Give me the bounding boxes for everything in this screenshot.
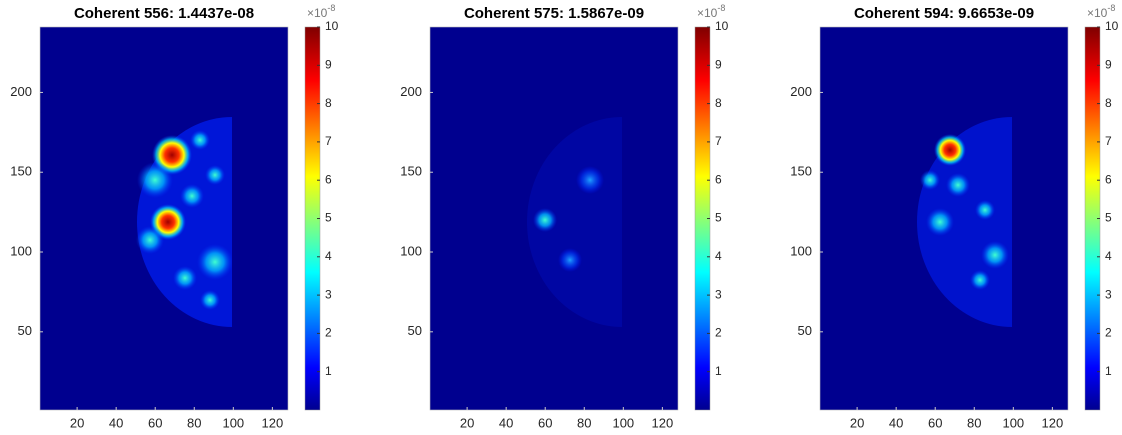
heatmap-blob (920, 170, 940, 190)
x-tick-label: 40 (889, 415, 903, 430)
panel: Coherent 575: 1.5867e-09 20 40 60 80 100 120 50… (400, 3, 728, 430)
colorbar-tick-label: 1 (1105, 364, 1112, 378)
colorbar-tick-label: 3 (715, 287, 722, 301)
colorbar-tick-label: 9 (1105, 57, 1112, 71)
colorbar-tick-label: 7 (715, 134, 722, 148)
colorbar-tick-label: 2 (325, 326, 332, 340)
colorbar-tick-label: 4 (1105, 249, 1112, 263)
x-tick-label: 80 (967, 415, 981, 430)
colorbar-exponent: -8 (327, 3, 335, 13)
x-tick-label: 100 (612, 415, 634, 430)
x-tick-label: 120 (652, 415, 674, 430)
heatmap-blob (576, 166, 604, 194)
colorbar-tick-label: 9 (325, 57, 332, 71)
colorbar-tick-label: 1 (325, 364, 332, 378)
x-tick-label: 120 (262, 415, 284, 430)
x-tick-label: 20 (70, 415, 84, 430)
y-tick-label: 200 (400, 84, 422, 99)
heatmap-blob (197, 244, 232, 280)
heatmap-texture (527, 117, 622, 327)
x-tick-label: 60 (148, 415, 162, 430)
colorbar-tick-label: 1 (715, 364, 722, 378)
colorbar-exponent: -8 (717, 3, 725, 13)
heatmap-blob (180, 184, 204, 208)
colorbar-tick-label: 10 (715, 19, 729, 33)
colorbar-multiplier: ×10-8 (697, 3, 725, 20)
x-tick-label: 40 (499, 415, 513, 430)
colorbar-tick-label: 7 (1105, 134, 1112, 148)
plot-frame (39, 26, 289, 411)
heatmap-blob (533, 208, 557, 232)
y-tick-label: 50 (18, 323, 32, 338)
colorbar-tick-label: 10 (325, 19, 339, 33)
colorbar-exponent: -8 (1107, 3, 1115, 13)
heatmap-texture (136, 117, 232, 327)
colorbar-tick-label: 3 (1105, 287, 1112, 301)
x-tick-label: 20 (850, 415, 864, 430)
colorbar-tick-label: 8 (1105, 96, 1112, 110)
colorbar-tick-label: 8 (325, 96, 332, 110)
heatmap-blob (975, 200, 995, 220)
panel: Coherent 556: 1.4437e-08 20 40 60 80 100 120 50… (10, 3, 338, 430)
panel: Coherent 594: 9.6653e-09 20 40 60 80 100 120 50… (790, 3, 1118, 430)
x-tick-label: 20 (460, 415, 474, 430)
colorbar-tick-label: 4 (325, 249, 332, 263)
heatmap-blob (934, 134, 966, 166)
heatmap-blob (981, 241, 1009, 269)
chart-title: Coherent 594: 9.6653e-09 (854, 5, 1034, 22)
x-tick-label: 100 (222, 415, 244, 430)
colorbar-tick-label: 5 (325, 211, 332, 225)
heatmap-blob (205, 165, 225, 185)
colorbar-multiplier: ×10-8 (1087, 3, 1115, 20)
y-tick-label: 100 (790, 243, 812, 258)
heatmap-blob (137, 162, 173, 198)
x-tick-label: 120 (1042, 415, 1064, 430)
y-tick-label: 100 (10, 243, 32, 258)
y-tick-label: 200 (790, 84, 812, 99)
plot-frame (429, 26, 679, 411)
y-tick-label: 100 (400, 243, 422, 258)
colorbar-tick-label: 2 (715, 326, 722, 340)
colorbar-tick-label: 10 (1105, 19, 1119, 33)
plot-frame (819, 26, 1069, 411)
y-tick-label: 50 (408, 323, 422, 338)
colorbar-tick-label: 4 (715, 249, 722, 263)
colorbar-tick-label: 6 (1105, 172, 1112, 186)
heatmap-blob (558, 248, 582, 272)
heatmap-blob (190, 130, 210, 150)
colorbar-tick-label: 6 (325, 172, 332, 186)
heatmap-texture (917, 117, 1012, 327)
colorbar-tick-label: 9 (715, 57, 722, 71)
colorbar-tick-label: 8 (715, 96, 722, 110)
chart-title: Coherent 556: 1.4437e-08 (74, 5, 254, 22)
y-tick-label: 150 (10, 164, 32, 179)
x-tick-label: 80 (187, 415, 201, 430)
colorbar-tick-label: 3 (325, 287, 332, 301)
x-tick-label: 100 (1002, 415, 1024, 430)
heatmap-blob (926, 208, 954, 236)
colorbar-tick-label: 5 (1105, 211, 1112, 225)
colorbar-tick-label: 7 (325, 134, 332, 148)
heatmap-blob (173, 266, 197, 290)
y-tick-label: 150 (400, 164, 422, 179)
heatmap-blob (136, 226, 164, 254)
x-tick-label: 40 (109, 415, 123, 430)
x-tick-label: 60 (538, 415, 552, 430)
x-tick-label: 80 (577, 415, 591, 430)
y-tick-label: 50 (798, 323, 812, 338)
colorbar-tick-label: 2 (1105, 326, 1112, 340)
y-tick-label: 150 (790, 164, 812, 179)
heatmap-blob (200, 290, 220, 310)
heatmap-blob (970, 270, 990, 290)
x-tick-label: 60 (928, 415, 942, 430)
colorbar-multiplier: ×10-8 (307, 3, 335, 20)
colorbar-tick-label: 6 (715, 172, 722, 186)
heatmap-blob (946, 173, 970, 197)
y-tick-label: 200 (10, 84, 32, 99)
chart-title: Coherent 575: 1.5867e-09 (464, 5, 644, 22)
colorbar-tick-label: 5 (715, 211, 722, 225)
